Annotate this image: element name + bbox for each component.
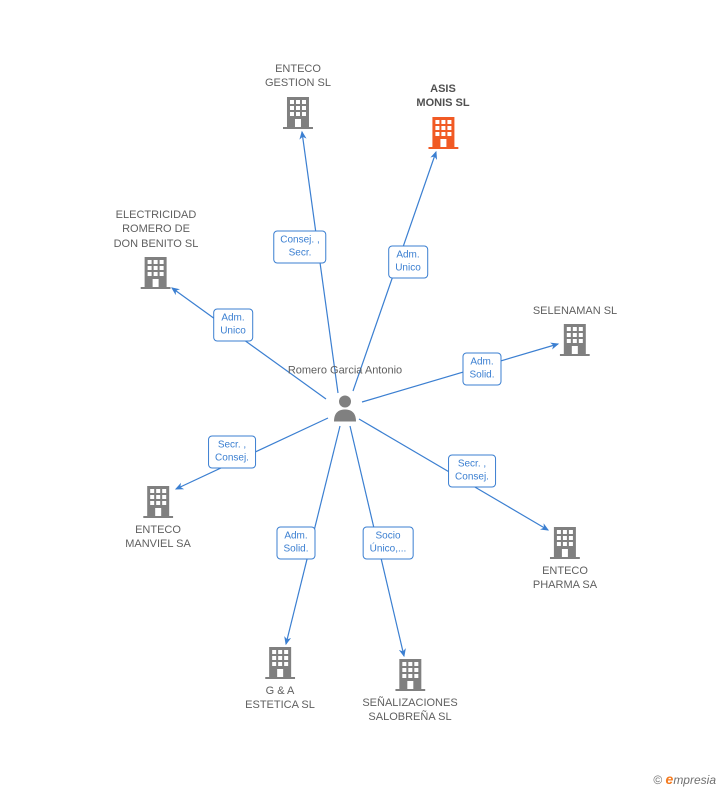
company-node-enteco_gestion: ENTECO GESTION SL	[265, 62, 331, 134]
company-node-g_a_estetica: G & A ESTETICA SL	[245, 645, 315, 717]
edge-label: Socio Único,...	[363, 527, 414, 560]
company-label: ENTECO PHARMA SA	[533, 564, 597, 593]
company-label: SEÑALIZACIONES SALOBREÑA SL	[362, 696, 457, 725]
company-label: SELENAMAN SL	[533, 304, 617, 318]
center-person-label: Romero Garcia Antonio	[288, 364, 402, 378]
edge-label: Adm. Unico	[213, 309, 253, 342]
company-node-electricidad: ELECTRICIDAD ROMERO DE DON BENITO SL	[114, 208, 199, 294]
edge-label: Adm. Solid.	[462, 353, 501, 386]
company-label: G & A ESTETICA SL	[245, 684, 315, 713]
company-node-enteco_manviel: ENTECO MANVIEL SA	[125, 484, 191, 556]
edge-label: Adm. Unico	[388, 246, 428, 279]
copyright: © empresia	[653, 771, 716, 787]
building-icon	[265, 645, 295, 679]
building-icon	[560, 322, 590, 356]
network-diagram: Consej. , Secr. Adm. Unico Adm. Unico Adm. …	[0, 0, 728, 795]
company-label: ASIS MONIS SL	[416, 82, 469, 111]
company-node-asis_monis: ASIS MONIS SL	[416, 82, 469, 154]
edge-label: Secr. , Consej.	[208, 436, 256, 469]
copyright-symbol: ©	[653, 773, 662, 787]
edge-label: Consej. , Secr.	[273, 231, 326, 264]
building-icon	[550, 525, 580, 559]
company-label: ELECTRICIDAD ROMERO DE DON BENITO SL	[114, 208, 199, 251]
company-node-selenaman: SELENAMAN SL	[533, 304, 617, 361]
edge-label: Adm. Solid.	[276, 527, 315, 560]
building-icon	[283, 95, 313, 129]
building-icon	[143, 484, 173, 518]
building-icon	[141, 255, 171, 289]
brand-rest: mpresia	[673, 773, 716, 787]
company-label: ENTECO MANVIEL SA	[125, 523, 191, 552]
company-node-enteco_pharma: ENTECO PHARMA SA	[533, 525, 597, 597]
building-icon	[428, 115, 458, 149]
person-icon	[332, 394, 358, 427]
company-label: ENTECO GESTION SL	[265, 62, 331, 91]
building-icon	[395, 657, 425, 691]
company-node-senalizaciones: SEÑALIZACIONES SALOBREÑA SL	[362, 657, 457, 729]
edge-line	[172, 288, 326, 399]
edge-label: Secr. , Consej.	[448, 455, 496, 488]
